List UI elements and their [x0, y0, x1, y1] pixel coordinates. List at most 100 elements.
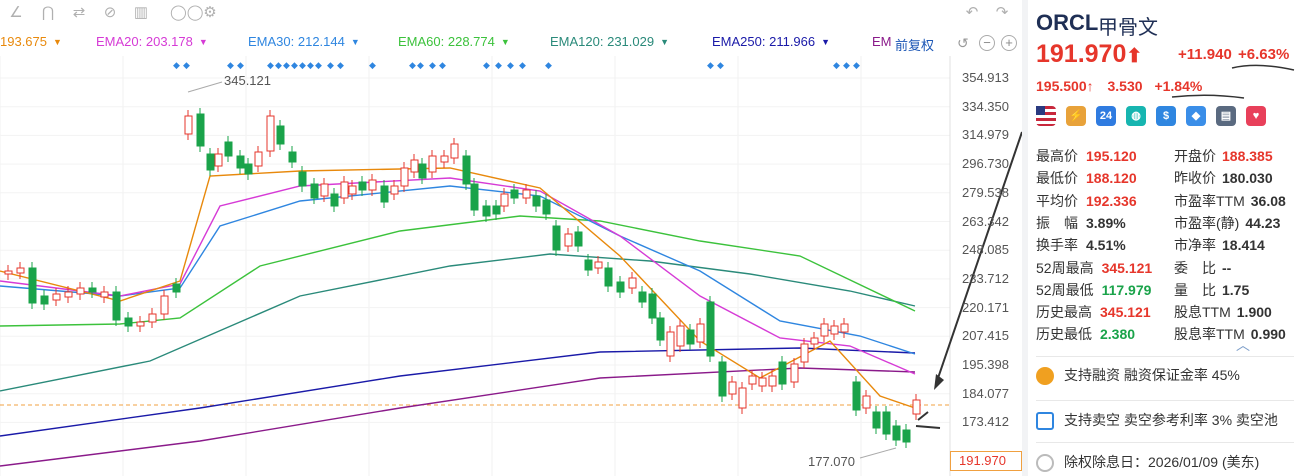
24h-icon[interactable]: 24 — [1096, 106, 1116, 126]
stat-value: 117.979 — [1101, 281, 1152, 298]
collapse-chevron-icon[interactable]: ︿ — [1236, 337, 1250, 353]
candle — [348, 185, 357, 195]
globe-icon[interactable]: ◍ — [1126, 106, 1146, 126]
stat-item: 最低价 188.120 — [1036, 168, 1137, 188]
stat-label: 市盈率TTM — [1174, 192, 1245, 209]
separator — [1036, 442, 1294, 443]
stat-item: 量 比 1.75 — [1174, 280, 1249, 300]
ema-value: 211.966 — [765, 34, 816, 49]
candle — [628, 277, 637, 289]
hide-icon[interactable]: ⊘ — [103, 4, 117, 21]
stat-item: 昨收价 180.030 — [1174, 168, 1273, 188]
candle — [40, 295, 49, 305]
stat-item: 委 比 -- — [1174, 258, 1231, 278]
ema-label: EMA120: — [550, 34, 604, 49]
candle — [410, 159, 419, 173]
ema-line — [0, 215, 916, 327]
ema-legend-item[interactable]: EMA30: 212.144 ▼ — [248, 34, 360, 49]
zoom-in-icon[interactable]: + — [1001, 35, 1017, 51]
candle — [510, 189, 519, 199]
stat-value: 345.121 — [1101, 259, 1153, 276]
underline-annotation-2 — [1171, 94, 1245, 99]
candle — [800, 343, 809, 363]
ema-value: 193.675 — [0, 34, 47, 49]
stat-item: 开盘价 188.385 — [1174, 146, 1273, 166]
event-marker-icon: ◆ — [707, 60, 714, 70]
stat-value: 36.08 — [1250, 192, 1286, 209]
stat-value: -- — [1222, 259, 1232, 276]
event-marker-icon: ◆ — [183, 60, 190, 70]
ema-legend-item[interactable]: EMA120: 231.029 ▼ — [550, 34, 669, 49]
chart-down-icon — [1036, 412, 1054, 431]
stat-value: 2.380 — [1100, 326, 1136, 343]
dividend-date-text: 除权除息日：2026/01/09 (美东) — [1064, 454, 1260, 470]
ema-legend-item[interactable]: 193.675 ▼ — [0, 34, 62, 49]
candle — [244, 163, 253, 175]
redo-icon[interactable]: ↷ — [995, 4, 1009, 21]
stat-label: 52周最高 — [1036, 259, 1094, 276]
ema-legend-item[interactable]: EMA20: 203.178 ▼ — [96, 34, 208, 49]
short-info-row[interactable]: 支持卖空 卖空参考利率 3% 卖空池 — [1036, 410, 1296, 442]
lightning-icon[interactable]: ⚡ — [1066, 106, 1086, 126]
event-marker-icon: ◆ — [227, 60, 234, 70]
candle — [276, 125, 285, 145]
short-info-text: 支持卖空 卖空参考利率 3% 卖空池 — [1064, 412, 1278, 428]
event-marker-icon: ◆ — [409, 60, 416, 70]
ema-line — [0, 167, 916, 409]
candle — [500, 193, 509, 207]
candle — [390, 185, 399, 195]
chart-toolbar: ∠ ⋂ ⇄ ⊘ ▥ ◯◯ ⚙ ↶ ↷ — [0, 0, 1020, 26]
annotation-underline — [915, 425, 941, 429]
candle — [666, 331, 675, 357]
heart-icon[interactable]: ♥ — [1246, 106, 1266, 126]
candle — [696, 323, 705, 343]
ema-line — [0, 367, 916, 467]
ema-label: EM — [872, 34, 892, 49]
stat-item: 最高价 195.120 — [1036, 146, 1137, 166]
chart-canvas[interactable]: ◆ ◆ ◆ ◆ ◆ ◆ ◆ ◆ ◆ ◆ ◆ ◆ ◆ ◆ ◆ ◆ ◆ ◆ ◆ ◆ ◆ ◆ ◆ ◆ ◆ ◆ ◆ ◆345.121177.0… — [0, 56, 1023, 476]
candle — [450, 143, 459, 159]
stat-label: 换手率 — [1036, 237, 1078, 254]
ema-value: 212.144 — [294, 34, 345, 49]
ema-legend-item[interactable]: EMA60: 228.774 ▼ — [398, 34, 510, 49]
dollar-icon[interactable]: $ — [1156, 106, 1176, 126]
toggle-icon[interactable]: ◯◯ — [170, 4, 204, 21]
zoom-out-icon[interactable]: − — [979, 35, 995, 51]
candle — [728, 381, 737, 395]
stat-item: 52周最高 345.121 — [1036, 258, 1152, 278]
undo-icon[interactable]: ↶ — [965, 4, 979, 21]
candle — [604, 267, 613, 287]
event-marker-icon: ◆ — [545, 60, 552, 70]
ema-legend: 193.675 ▼ EMA20: 203.178 ▼ EMA30: 212.144 ▼ EM… — [0, 34, 950, 54]
sync-icon[interactable]: ⇄ — [72, 4, 86, 21]
candle — [172, 283, 181, 293]
candle — [52, 293, 61, 301]
us-flag-icon[interactable] — [1036, 106, 1056, 126]
candlestick-chart[interactable]: ◆ ◆ ◆ ◆ ◆ ◆ ◆ ◆ ◆ ◆ ◆ ◆ ◆ ◆ ◆ ◆ ◆ ◆ ◆ ◆ ◆ ◆ ◆ ◆ ◆ ◆ ◆ ◆ 345.121 177.0… — [0, 56, 1023, 476]
magnet-icon[interactable]: ⋂ — [41, 4, 55, 21]
candle — [160, 295, 169, 315]
tag-icon[interactable]: ◆ — [1186, 106, 1206, 126]
candle — [214, 153, 223, 167]
candle — [492, 205, 501, 215]
document-icon[interactable]: ▤ — [1216, 106, 1236, 126]
candle — [184, 115, 193, 135]
candle — [768, 375, 777, 387]
event-marker-icon: ◆ — [267, 60, 274, 70]
adjust-mode-label[interactable]: 前复权 — [895, 38, 935, 53]
last-price: 191.970⬆ — [1036, 40, 1142, 69]
trash-icon[interactable]: ▥ — [133, 4, 149, 21]
line-draw-icon[interactable]: ∠ — [9, 4, 23, 21]
y-axis-label: 173.412 — [962, 414, 1009, 430]
candle — [532, 195, 541, 207]
ema-legend-item[interactable]: EM — [872, 34, 892, 49]
reset-icon[interactable]: ↺ — [957, 35, 969, 51]
up-arrow-icon: ⬆ — [1126, 46, 1143, 67]
candle — [902, 429, 911, 443]
candle — [320, 183, 329, 197]
ema-legend-item[interactable]: EMA250: 211.966 ▼ — [712, 34, 830, 49]
stat-value: 188.120 — [1086, 170, 1137, 187]
settings-icon[interactable]: ⚙ — [203, 4, 217, 21]
margin-info-row[interactable]: 支持融资 融资保证金率 45% — [1036, 365, 1296, 397]
candle — [136, 321, 145, 327]
